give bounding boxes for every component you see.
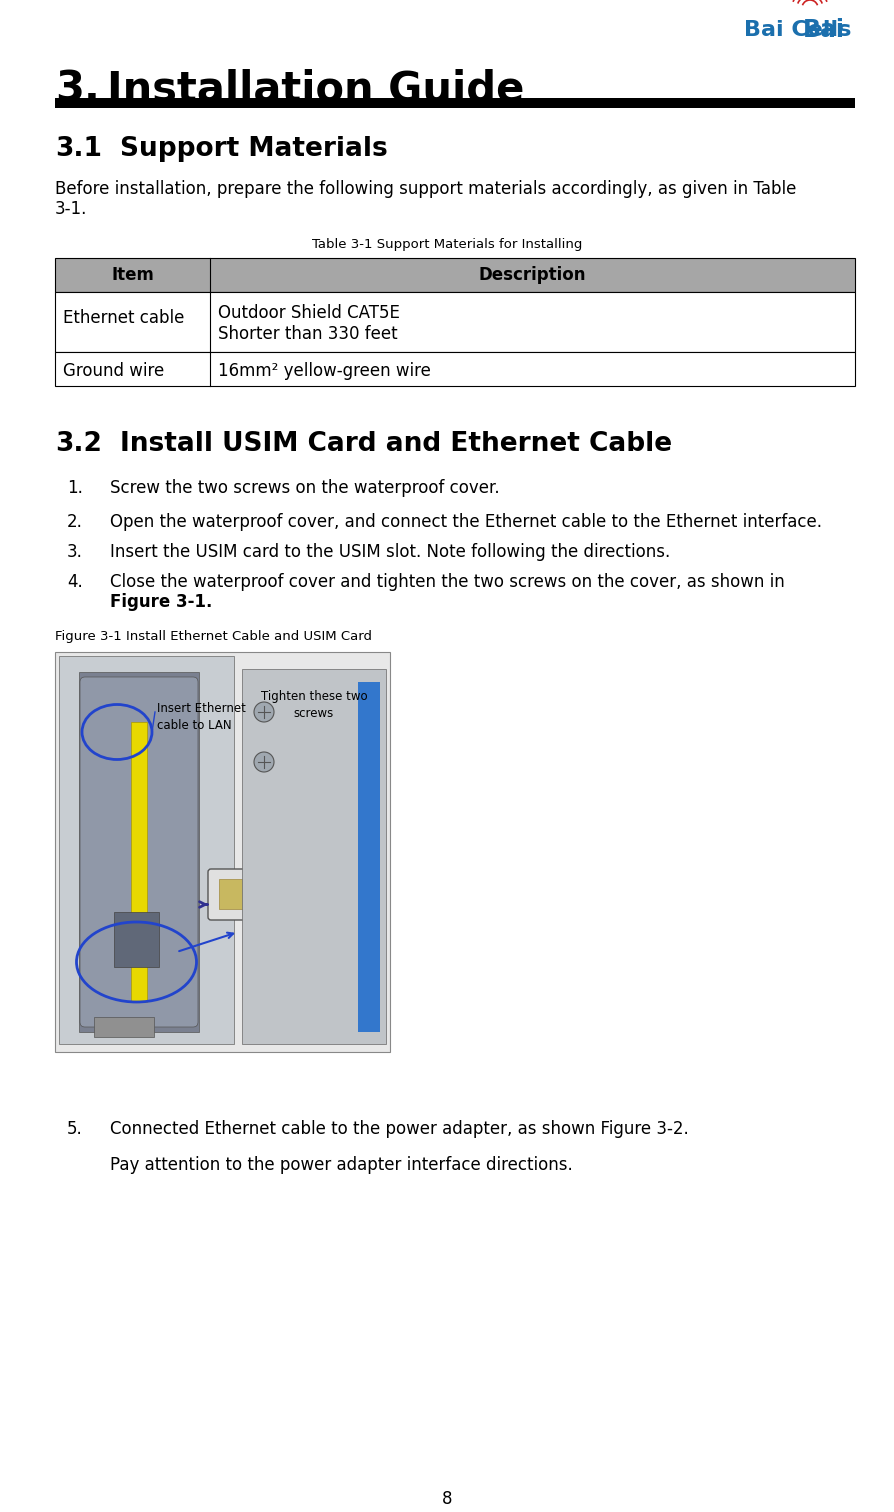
Bar <box>55 352 855 386</box>
Bar <box>131 723 147 1002</box>
Text: Before installation, prepare the following support materials accordingly, as giv: Before installation, prepare the followi… <box>55 180 797 198</box>
Text: 3.: 3. <box>67 543 83 561</box>
Text: 3-1.: 3-1. <box>55 200 88 218</box>
Text: 4.: 4. <box>67 573 83 591</box>
Text: Outdoor Shield CAT5E: Outdoor Shield CAT5E <box>218 304 400 322</box>
Bar <box>55 292 855 352</box>
Text: BaiCells: BaiCells <box>739 18 845 42</box>
Text: Table 3-1 Support Materials for Installing: Table 3-1 Support Materials for Installi… <box>312 237 582 251</box>
Text: Ethernet cable: Ethernet cable <box>63 308 184 327</box>
Text: 8: 8 <box>442 1489 452 1507</box>
Text: Figure 3-1.: Figure 3-1. <box>110 593 213 611</box>
Circle shape <box>254 751 274 773</box>
Bar <box>55 98 855 107</box>
Text: Bai Cells: Bai Cells <box>744 20 851 39</box>
Bar <box>242 668 386 1043</box>
Bar <box>79 671 199 1033</box>
Text: 16mm² yellow-green wire: 16mm² yellow-green wire <box>218 361 431 380</box>
Text: 1.: 1. <box>67 479 83 497</box>
Text: Insert Ethernet
cable to LAN: Insert Ethernet cable to LAN <box>157 702 246 732</box>
Text: 3.: 3. <box>55 68 100 110</box>
Text: Close the waterproof cover and tighten the two screws on the cover, as shown in: Close the waterproof cover and tighten t… <box>110 573 785 591</box>
Bar <box>59 656 234 1043</box>
Text: Insert the USIM card to the USIM slot. Note following the directions.: Insert the USIM card to the USIM slot. N… <box>110 543 670 561</box>
Bar <box>55 652 390 1052</box>
Circle shape <box>254 702 274 723</box>
FancyBboxPatch shape <box>80 677 198 1027</box>
Bar <box>55 259 855 292</box>
Bar <box>358 682 380 1033</box>
Text: 5.: 5. <box>67 1120 83 1139</box>
Text: Ground wire: Ground wire <box>63 361 164 380</box>
Text: Install USIM Card and Ethernet Cable: Install USIM Card and Ethernet Cable <box>120 431 672 457</box>
Text: Figure 3-1 Install Ethernet Cable and USIM Card: Figure 3-1 Install Ethernet Cable and US… <box>55 631 372 643</box>
Text: Description: Description <box>479 266 586 284</box>
Text: 3.2: 3.2 <box>55 431 102 457</box>
Text: Tighten these two
screws: Tighten these two screws <box>261 689 367 720</box>
Text: Shorter than 330 feet: Shorter than 330 feet <box>218 325 398 343</box>
Text: Item: Item <box>111 266 154 284</box>
Text: Open the waterproof cover, and connect the Ethernet cable to the Ethernet interf: Open the waterproof cover, and connect t… <box>110 513 822 531</box>
Text: Connected Ethernet cable to the power adapter, as shown Figure 3-2.: Connected Ethernet cable to the power ad… <box>110 1120 688 1139</box>
Bar <box>219 878 257 909</box>
Text: 2.: 2. <box>67 513 83 531</box>
FancyBboxPatch shape <box>208 869 269 919</box>
Text: Screw the two screws on the waterproof cover.: Screw the two screws on the waterproof c… <box>110 479 500 497</box>
Text: Installation Guide: Installation Guide <box>107 68 525 110</box>
Text: Bai: Bai <box>803 18 845 42</box>
Bar <box>94 1018 154 1037</box>
Text: Pay attention to the power adapter interface directions.: Pay attention to the power adapter inter… <box>110 1157 573 1173</box>
Text: Support Materials: Support Materials <box>120 136 388 162</box>
Text: 3.1: 3.1 <box>55 136 102 162</box>
Bar <box>114 912 159 968</box>
